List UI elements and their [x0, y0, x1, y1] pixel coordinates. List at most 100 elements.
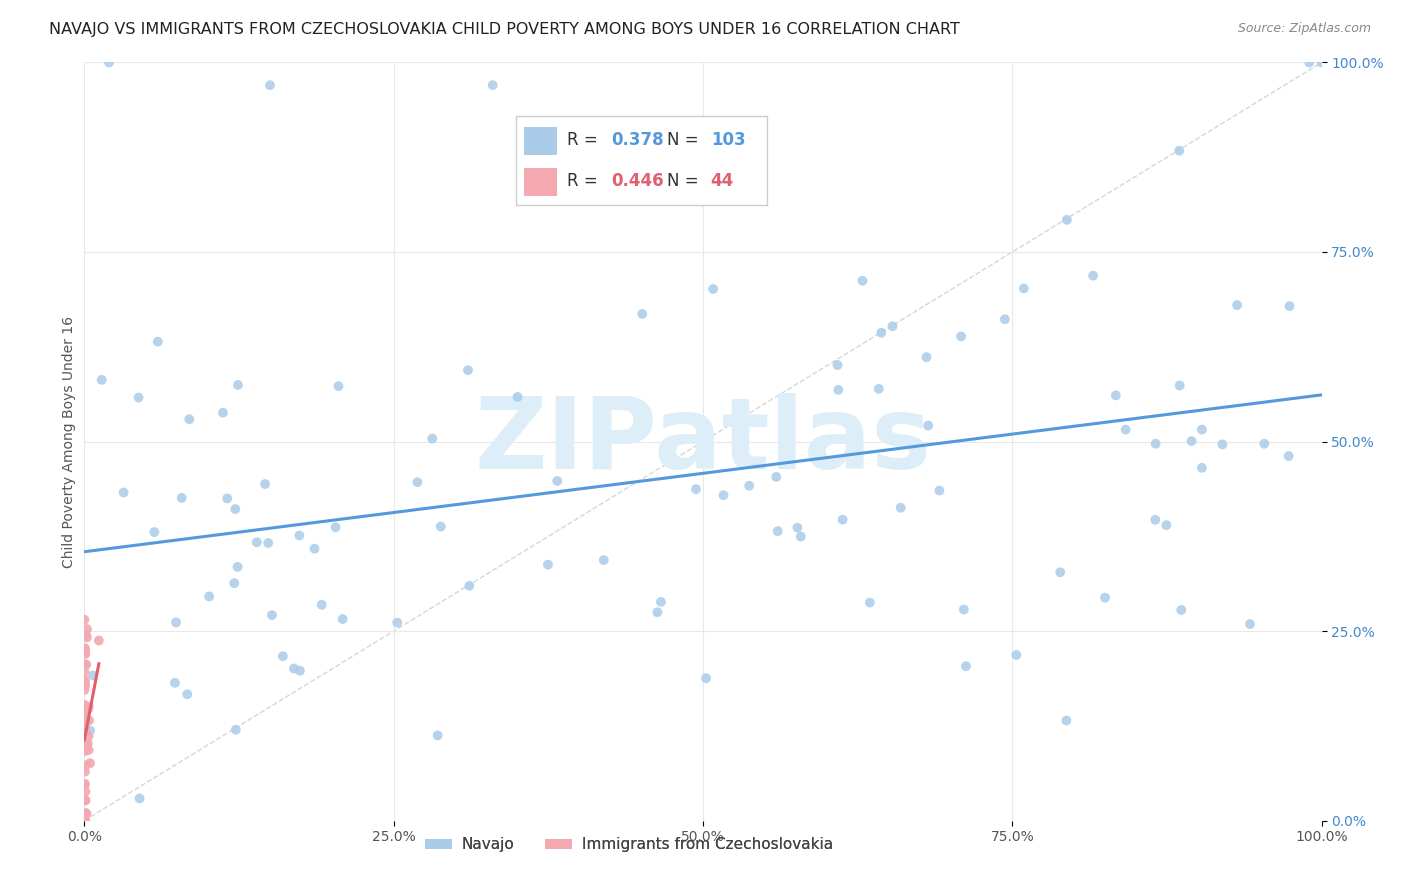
Point [1298, 55, 1320, 70]
Point [76, 738, 98, 752]
Text: N =: N = [668, 171, 704, 190]
Point [882, 319, 904, 334]
Point [1094, 591, 1116, 605]
Point [827, 383, 849, 397]
Point [212, 406, 235, 420]
Point [481, 78, 503, 92]
Point [994, 312, 1017, 326]
Point [506, 390, 529, 404]
Point [76, 806, 98, 821]
Text: N =: N = [668, 131, 704, 149]
Point [332, 612, 354, 626]
Point [915, 350, 938, 364]
Point [75, 657, 97, 672]
Point [225, 723, 247, 737]
Point [950, 329, 973, 343]
Point [165, 615, 187, 630]
Point [198, 590, 221, 604]
Point [288, 664, 311, 678]
Text: 0.446: 0.446 [610, 171, 664, 190]
Point [271, 649, 294, 664]
Point [429, 519, 451, 533]
Point [311, 598, 333, 612]
Point [1056, 212, 1078, 227]
Point [1310, 55, 1333, 70]
Y-axis label: Child Poverty Among Boys Under 16: Child Poverty Among Boys Under 16 [62, 316, 76, 567]
Point [75, 643, 97, 657]
Point [79, 723, 101, 738]
Point [73, 665, 96, 679]
Point [73, 814, 96, 828]
Point [75, 758, 97, 772]
Point [170, 491, 193, 505]
Point [325, 520, 347, 534]
Point [73, 613, 96, 627]
Point [98, 55, 121, 70]
Text: R =: R = [567, 171, 603, 190]
Point [76, 622, 98, 636]
Point [1278, 449, 1301, 463]
Point [73, 702, 96, 716]
Point [259, 78, 281, 92]
Point [702, 282, 724, 296]
Point [73, 814, 96, 828]
Point [87, 633, 110, 648]
Point [77, 729, 100, 743]
Text: 103: 103 [710, 131, 745, 149]
Point [1049, 566, 1071, 580]
Point [890, 500, 912, 515]
Point [917, 418, 939, 433]
Point [1253, 436, 1275, 450]
Point [128, 791, 150, 805]
Point [73, 777, 96, 791]
Point [79, 756, 101, 771]
Point [73, 673, 96, 687]
Point [1170, 603, 1192, 617]
Point [695, 671, 717, 685]
Point [226, 560, 249, 574]
Point [75, 814, 97, 828]
Point [1278, 299, 1301, 313]
Point [77, 702, 100, 716]
Point [75, 657, 97, 672]
Point [546, 474, 568, 488]
Point [73, 809, 96, 823]
Point [1239, 617, 1261, 632]
Point [831, 513, 853, 527]
Point [112, 485, 135, 500]
Point [76, 631, 98, 645]
Point [73, 793, 96, 807]
Point [1115, 423, 1137, 437]
Point [790, 530, 813, 544]
Point [426, 728, 449, 742]
Point [176, 687, 198, 701]
Point [246, 535, 269, 549]
Point [1144, 436, 1167, 450]
Point [952, 602, 974, 616]
Text: ZIPatlas: ZIPatlas [475, 393, 931, 490]
Point [75, 793, 97, 807]
Point [73, 683, 96, 698]
Point [163, 676, 186, 690]
Point [283, 661, 305, 675]
Point [224, 502, 246, 516]
Point [786, 521, 808, 535]
Point [128, 391, 150, 405]
Point [75, 744, 97, 758]
Text: Source: ZipAtlas.com: Source: ZipAtlas.com [1237, 22, 1371, 36]
FancyBboxPatch shape [516, 116, 768, 205]
Point [1191, 423, 1213, 437]
Point [77, 699, 100, 714]
Point [73, 764, 96, 779]
Point [73, 720, 96, 734]
Point [73, 706, 96, 721]
Point [1226, 298, 1249, 312]
Point [73, 715, 96, 730]
Point [955, 659, 977, 673]
Point [1012, 281, 1035, 295]
Text: R =: R = [567, 131, 603, 149]
Point [766, 524, 789, 538]
Point [82, 668, 104, 682]
Point [73, 675, 96, 690]
Point [1105, 388, 1128, 402]
